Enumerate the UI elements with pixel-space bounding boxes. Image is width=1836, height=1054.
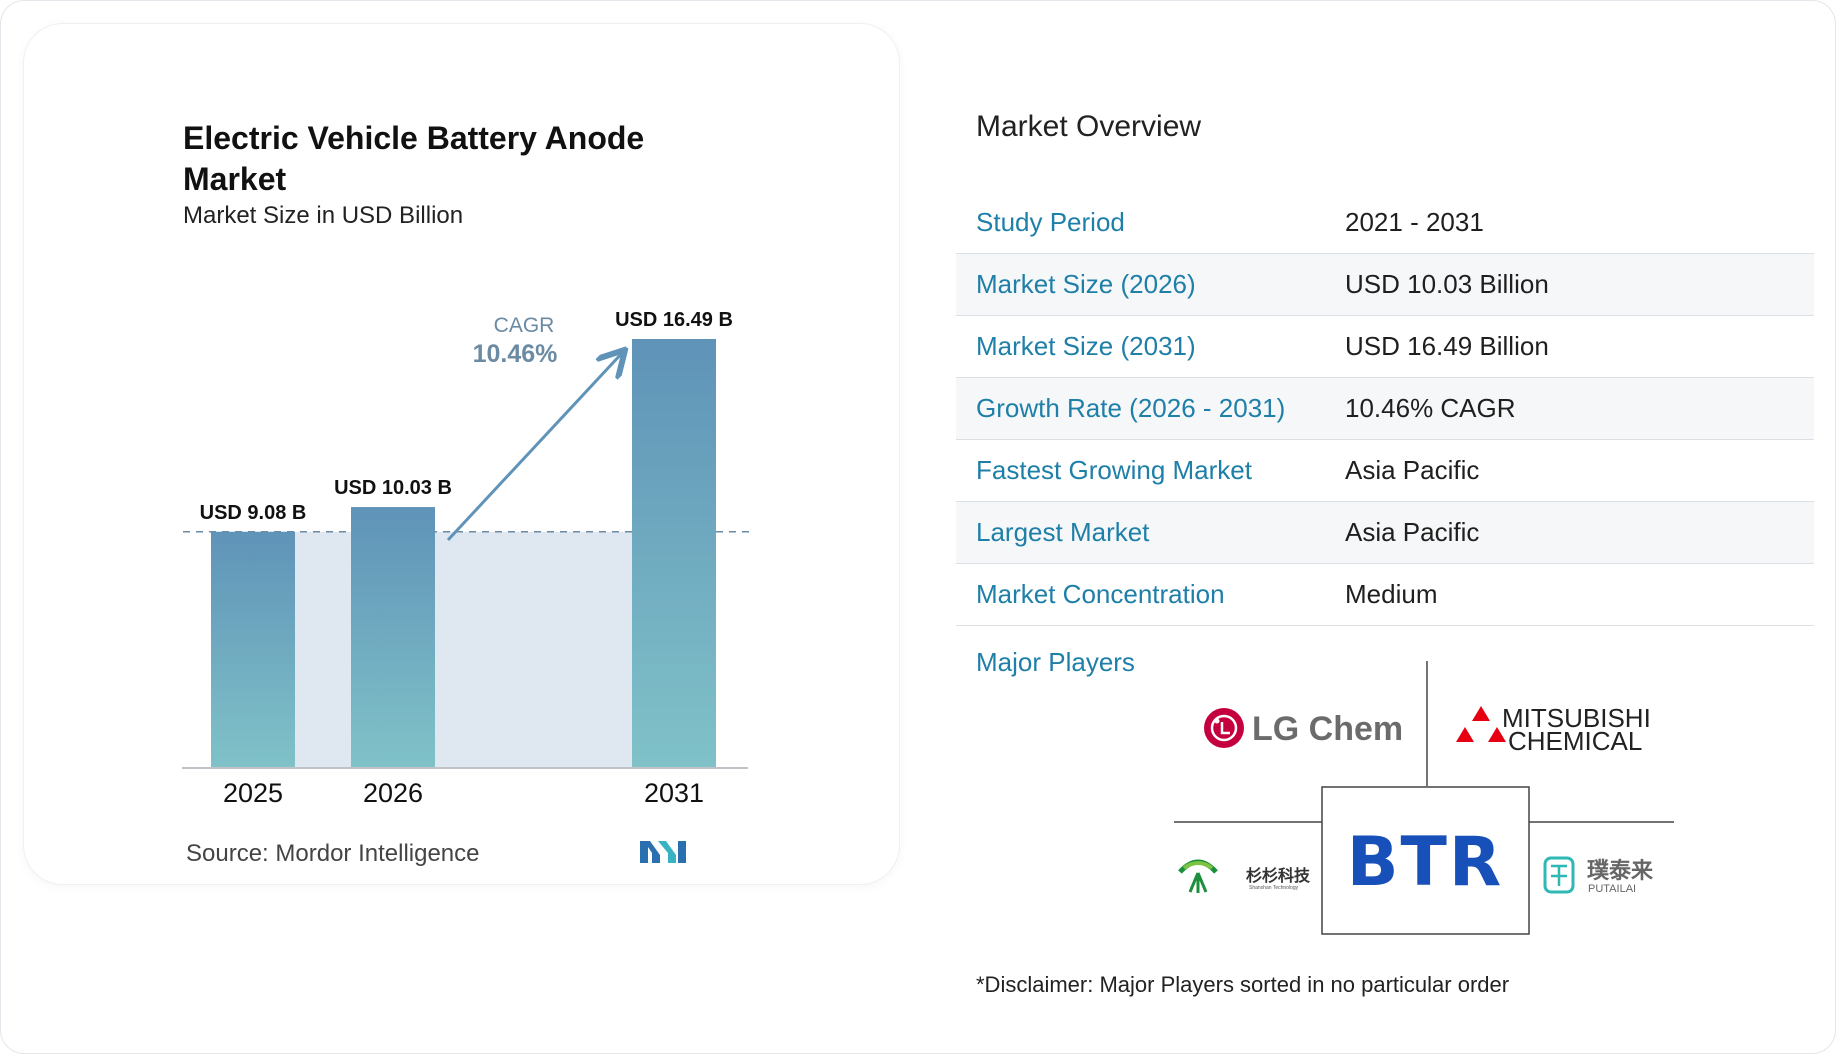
overview-row-value: 2021 - 2031	[1345, 192, 1814, 254]
overview-title: Market Overview	[976, 110, 1202, 143]
bar-2026	[351, 507, 435, 768]
source-attribution: Source: Mordor Intelligence	[186, 840, 480, 868]
overview-row-value: 10.46% CAGR	[1345, 377, 1814, 440]
overview-row-value: Medium	[1345, 563, 1814, 626]
mitsubishi-logo-line2: CHEMICAL	[1508, 726, 1642, 756]
source-text: Mordor Intelligence	[275, 840, 480, 867]
overview-row-value: Asia Pacific	[1345, 501, 1814, 564]
shanshan-logo-text: 杉杉科技	[1246, 866, 1311, 885]
putailai-logo-subtext: PUTAILAI	[1588, 883, 1636, 895]
overview-row: Market Size (2026) USD 10.03 Billion	[956, 253, 1814, 316]
putailai-logo: 璞泰来 PUTAILAI	[1543, 856, 1654, 895]
overview-table: Study Period 2021 - 2031 Market Size (2026…	[956, 192, 1814, 626]
btr-logo-text: BTR	[1347, 823, 1504, 902]
cagr-label: CAGR	[494, 314, 555, 337]
major-players-label: Major Players	[976, 647, 1135, 677]
lg-chem-logo: LG Chem	[1204, 708, 1403, 748]
overview-row-key: Market Size (2031)	[956, 315, 1345, 378]
x-tick-2025: 2025	[223, 778, 283, 808]
data-label-2026: USD 10.03 B	[334, 477, 452, 499]
overview-row-key: Fastest Growing Market	[956, 439, 1345, 502]
source-label: Source:	[186, 840, 269, 867]
lg-chem-logo-text: LG Chem	[1252, 710, 1403, 748]
overview-row-value: USD 10.03 Billion	[1345, 253, 1814, 316]
bar-2031	[632, 339, 716, 768]
putailai-logo-text: 璞泰来	[1587, 859, 1654, 884]
overview-row: Market Size (2031) USD 16.49 Billion	[956, 315, 1814, 378]
chart-subtitle: Market Size in USD Billion	[183, 202, 464, 229]
btr-box	[1321, 786, 1530, 935]
shanshan-logo-subtext: Shanshan Technology	[1249, 885, 1299, 891]
cagr-value: 10.46%	[473, 340, 558, 368]
chart-title: Electric Vehicle Battery Anode Market	[183, 120, 645, 197]
shanshan-logo: 杉杉科技 Shanshan Technology	[1178, 859, 1311, 893]
mitsubishi-logo-line1: MITSUBISHI	[1502, 703, 1651, 733]
overview-row-value: USD 16.49 Billion	[1345, 315, 1814, 378]
x-tick-2026: 2026	[363, 778, 423, 808]
mitsubishi-chemical-logo: MITSUBISHI CHEMICAL	[1456, 703, 1651, 756]
overview-row-key: Largest Market	[956, 501, 1345, 564]
overview-row: Growth Rate (2026 - 2031) 10.46% CAGR	[956, 377, 1814, 440]
overview-row-key: Growth Rate (2026 - 2031)	[956, 377, 1345, 440]
bar-chart: USD 9.08 B 2025 USD 10.03 B 2026 USD 16.49 B…	[182, 309, 750, 808]
overview-row-key: Market Size (2026)	[956, 253, 1345, 316]
bar-2025	[211, 531, 295, 768]
overview-row: Fastest Growing Market Asia Pacific	[956, 439, 1814, 502]
overview-row-key: Study Period	[956, 192, 1345, 254]
overview-row-key: Market Concentration	[956, 563, 1345, 626]
btr-logo: BTR	[1347, 823, 1504, 902]
x-tick-2031: 2031	[644, 778, 704, 808]
data-label-2025: USD 9.08 B	[200, 502, 307, 524]
overview-row: Study Period 2021 - 2031	[956, 192, 1814, 254]
cagr-arrow	[446, 352, 623, 542]
overview-row: Market Concentration Medium	[956, 563, 1814, 626]
overview-row: Largest Market Asia Pacific	[956, 501, 1814, 564]
overview-row-value: Asia Pacific	[1345, 439, 1814, 502]
mordor-intelligence-logo	[640, 841, 686, 863]
disclaimer: *Disclaimer: Major Players sorted in no …	[976, 972, 1510, 997]
data-label-2031: USD 16.49 B	[615, 309, 733, 331]
